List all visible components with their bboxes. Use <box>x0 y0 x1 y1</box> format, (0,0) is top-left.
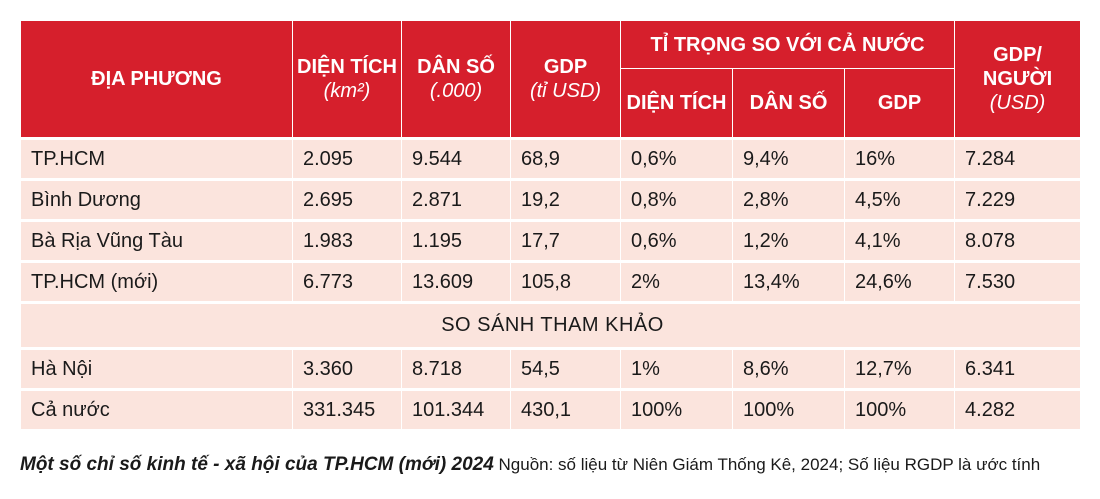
header-gdp-per-capita-unit: (USD) <box>989 92 1046 114</box>
header-gdp-per-capita-label: GDP/ NGƯỜI <box>982 44 1053 90</box>
cell-population: 101.344 <box>401 388 511 429</box>
cell-population: 9.544 <box>401 137 511 180</box>
cell-gdp: 19,2 <box>510 178 621 221</box>
cell-share-area: 1% <box>620 347 733 390</box>
cell-region: Hà Nội <box>20 347 293 390</box>
cell-share-gdp: 4,1% <box>843 219 956 262</box>
cell-share-population: 1,2% <box>732 219 845 262</box>
caption-title: Một số chỉ số kinh tế - xã hội của TP.HC… <box>20 454 494 475</box>
cell-population: 8.718 <box>401 347 511 390</box>
cell-gdp-per-capita: 8.078 <box>954 219 1082 262</box>
cell-population: 1.195 <box>401 219 511 262</box>
header-gdp-label: GDP <box>543 56 588 78</box>
cell-gdp: 430,1 <box>510 388 621 429</box>
header-gdp: GDP (tỉ USD) <box>510 20 621 139</box>
header-gdp-unit: (tỉ USD) <box>529 80 602 102</box>
cell-gdp-per-capita: 7.530 <box>954 260 1082 303</box>
cell-share-gdp: 100% <box>843 388 956 429</box>
section-label: SO SÁNH THAM KHẢO <box>19 301 1082 349</box>
cell-share-population: 13,4% <box>732 260 845 303</box>
caption-source: Nguồn: số liệu từ Niên Giám Thống Kê, 20… <box>498 455 1041 474</box>
cell-area: 2.695 <box>292 178 402 221</box>
cell-share-gdp: 16% <box>843 137 956 180</box>
cell-gdp: 105,8 <box>510 260 621 303</box>
cell-share-population: 2,8% <box>732 178 845 221</box>
header-population-label: DÂN SỐ <box>417 56 495 78</box>
cell-share-area: 100% <box>620 388 733 429</box>
table-row: Hà Nội 3.360 8.718 54,5 1% 8,6% 12,7% 6.… <box>20 347 1082 390</box>
cell-share-area: 0,6% <box>620 137 733 180</box>
table-row: Cả nước 331.345 101.344 430,1 100% 100% … <box>20 388 1082 429</box>
cell-gdp: 68,9 <box>510 137 621 180</box>
table-row: TP.HCM 2.095 9.544 68,9 0,6% 9,4% 16% 7.… <box>20 137 1082 180</box>
cell-population: 2.871 <box>401 178 511 221</box>
cell-area: 3.360 <box>292 347 402 390</box>
cell-area: 2.095 <box>292 137 402 180</box>
header-area-label: DIỆN TÍCH <box>297 56 397 78</box>
cell-share-gdp: 12,7% <box>843 347 956 390</box>
table-row: TP.HCM (mới) 6.773 13.609 105,8 2% 13,4%… <box>20 260 1082 303</box>
cell-region: Bình Dương <box>20 178 293 221</box>
cell-share-gdp: 24,6% <box>843 260 956 303</box>
cell-population: 13.609 <box>401 260 511 303</box>
cell-share-gdp: 4,5% <box>843 178 956 221</box>
table-row: Bà Rịa Vũng Tàu 1.983 1.195 17,7 0,6% 1,… <box>20 219 1082 262</box>
header-share-gdp: GDP <box>843 68 956 139</box>
header-share-group: TỈ TRỌNG SO VỚI CẢ NƯỚC <box>619 20 956 69</box>
cell-region: TP.HCM (mới) <box>20 260 293 303</box>
header-area-unit: (km²) <box>323 80 371 102</box>
cell-gdp-per-capita: 7.284 <box>954 137 1082 180</box>
cell-gdp: 17,7 <box>510 219 621 262</box>
cell-share-area: 2% <box>620 260 733 303</box>
cell-share-area: 0,8% <box>620 178 733 221</box>
cell-share-population: 8,6% <box>732 347 845 390</box>
header-population-unit: (.000) <box>429 80 483 102</box>
cell-share-area: 0,6% <box>620 219 733 262</box>
cell-area: 6.773 <box>292 260 402 303</box>
cell-region: TP.HCM <box>20 137 293 180</box>
cell-share-population: 100% <box>732 388 845 429</box>
caption: Một số chỉ số kinh tế - xã hội của TP.HC… <box>20 454 1085 476</box>
cell-region: Cả nước <box>20 388 293 429</box>
header-area: DIỆN TÍCH (km²) <box>292 20 402 139</box>
cell-gdp-per-capita: 7.229 <box>954 178 1082 221</box>
cell-gdp: 54,5 <box>510 347 621 390</box>
cell-area: 1.983 <box>292 219 402 262</box>
header-share-area: DIỆN TÍCH <box>620 68 733 139</box>
header-region: ĐỊA PHƯƠNG <box>20 20 293 139</box>
cell-region: Bà Rịa Vũng Tàu <box>20 219 293 262</box>
cell-gdp-per-capita: 6.341 <box>954 347 1082 390</box>
cell-area: 331.345 <box>292 388 402 429</box>
table-row: Bình Dương 2.695 2.871 19,2 0,8% 2,8% 4,… <box>20 178 1082 221</box>
cell-share-population: 9,4% <box>732 137 845 180</box>
header-gdp-per-capita: GDP/ NGƯỜI (USD) <box>954 20 1082 139</box>
stats-table: ĐỊA PHƯƠNG DIỆN TÍCH (km²) DÂN SỐ (.000) G… <box>19 20 1082 429</box>
cell-gdp-per-capita: 4.282 <box>954 388 1082 429</box>
section-row: SO SÁNH THAM KHẢO <box>19 301 1082 349</box>
header-share-population: DÂN SỐ <box>732 68 845 139</box>
header-population: DÂN SỐ (.000) <box>401 20 511 139</box>
